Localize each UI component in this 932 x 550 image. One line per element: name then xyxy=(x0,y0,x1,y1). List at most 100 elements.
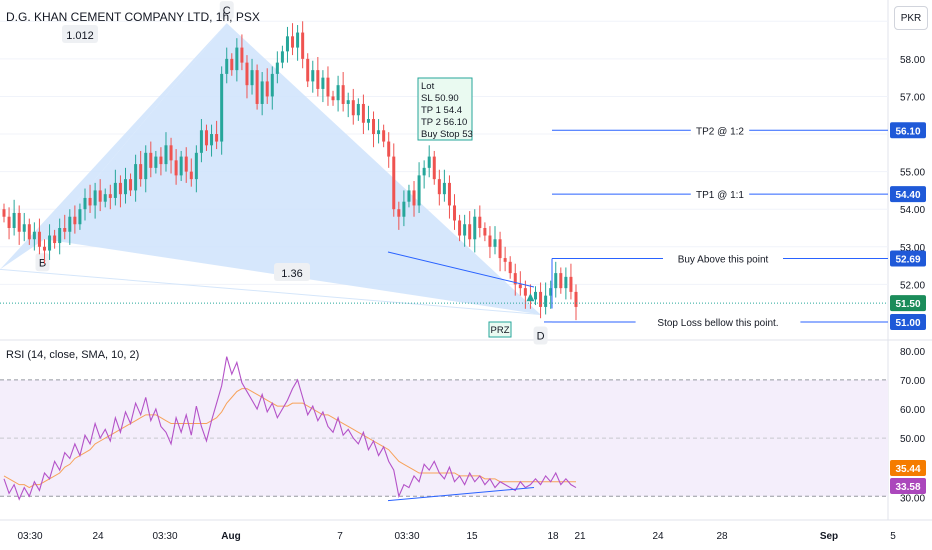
rsi-y-tick-label: 30.00 xyxy=(900,493,925,504)
candle-body xyxy=(164,145,168,165)
last-price-tag xyxy=(890,295,926,312)
level-label: Buy Above this point xyxy=(678,254,769,265)
candle-body xyxy=(22,224,26,232)
pattern-point-label-d: D xyxy=(537,330,545,342)
x-tick-label: 03:30 xyxy=(152,531,177,542)
rsi-y-tick-label: 50.00 xyxy=(900,434,925,445)
candle-body xyxy=(518,284,522,289)
candle-body xyxy=(331,96,335,101)
candle-body xyxy=(534,291,538,300)
candle-body xyxy=(382,130,386,142)
y-tick-label: 52.00 xyxy=(900,280,925,291)
rsi-y-tick-label: 60.00 xyxy=(900,405,925,416)
rsi-ma-tag xyxy=(890,460,926,476)
rsi-value: 33.58 xyxy=(895,482,920,493)
candle-body xyxy=(559,273,563,289)
candle-body xyxy=(422,167,426,176)
candle-body xyxy=(235,47,239,71)
candle-body xyxy=(417,175,421,206)
pattern-triangle-bcd xyxy=(44,23,541,315)
x-tick-label: 24 xyxy=(92,531,104,542)
candle-body xyxy=(194,152,198,180)
y-tick-label: 58.00 xyxy=(900,55,925,66)
level-label-bg xyxy=(690,186,750,203)
candle-body xyxy=(63,228,67,232)
last-price-label: 51.50 xyxy=(895,299,920,310)
x-tick-label: 18 xyxy=(547,531,559,542)
level-label-bg xyxy=(690,122,750,139)
candle-body xyxy=(473,216,477,240)
x-tick-label: 21 xyxy=(574,531,586,542)
ratio-label-box xyxy=(274,263,310,281)
candle-body xyxy=(554,273,558,289)
trade-box-line: TP 2 56.10 xyxy=(421,117,467,128)
candle-body xyxy=(78,209,82,225)
x-tick-label: 03:30 xyxy=(17,531,42,542)
candle-body xyxy=(346,100,350,104)
candle-body xyxy=(372,119,376,135)
price-divergence-line xyxy=(387,251,535,288)
candle-body xyxy=(321,77,325,89)
ratio-label-box xyxy=(62,25,98,43)
level-label: TP1 @ 1:1 xyxy=(696,190,744,201)
x-tick-label: 03:30 xyxy=(394,531,419,542)
candle-body xyxy=(139,164,143,180)
candle-body xyxy=(98,190,102,202)
trade-box-line: SL 50.90 xyxy=(421,93,459,104)
candle-body xyxy=(12,212,16,228)
candle-body xyxy=(42,246,46,251)
candle-body xyxy=(210,134,214,146)
candle-body xyxy=(73,216,77,225)
candle-body xyxy=(265,81,269,97)
candle-body xyxy=(498,239,502,259)
pattern-point-box xyxy=(219,1,234,20)
candle-body xyxy=(2,209,6,217)
prz-box xyxy=(488,321,512,338)
candle-body xyxy=(483,228,487,236)
ratio-label: 1.012 xyxy=(66,30,94,42)
candle-body xyxy=(341,85,345,104)
candle-body xyxy=(53,235,57,244)
level-label-bg xyxy=(635,313,801,330)
candle-body xyxy=(366,119,370,123)
candle-body xyxy=(17,212,21,232)
trade-box xyxy=(417,77,473,141)
candle-body xyxy=(245,62,249,86)
trade-box-line: Lot xyxy=(421,81,435,92)
candle-body xyxy=(549,288,553,296)
candle-body xyxy=(453,205,457,221)
candle-body xyxy=(488,235,492,247)
candle-body xyxy=(508,261,512,274)
price-tag-label: 56.10 xyxy=(895,126,920,137)
candle-body xyxy=(250,70,254,86)
rsi-y-tick-label: 70.00 xyxy=(900,376,925,387)
candle-body xyxy=(574,291,578,307)
rsi-divergence-line xyxy=(387,487,535,502)
candle-body xyxy=(356,103,360,116)
ratio-label: 1.36 xyxy=(281,268,302,280)
x-tick-label: Aug xyxy=(221,531,240,542)
candle-body xyxy=(280,51,284,63)
candle-body xyxy=(336,85,340,101)
x-tick-label: 15 xyxy=(466,531,478,542)
rsi-tag xyxy=(890,478,926,494)
candle-body xyxy=(539,291,543,307)
level-label: TP2 @ 1:2 xyxy=(696,126,744,137)
currency-button[interactable]: PKR xyxy=(894,6,928,30)
candle-body xyxy=(503,258,507,262)
candle-body xyxy=(108,194,112,198)
candle-body xyxy=(407,190,411,202)
candle-body xyxy=(463,224,467,236)
candle-body xyxy=(306,58,310,82)
candle-body xyxy=(316,70,320,89)
candle-body xyxy=(544,295,548,307)
candle-body xyxy=(437,179,441,195)
candle-body xyxy=(240,47,244,63)
pattern-point-label-c: C xyxy=(223,5,231,17)
candle-body xyxy=(144,152,148,180)
candle-body xyxy=(377,130,381,135)
candle-body xyxy=(270,73,274,97)
candle-body xyxy=(159,156,163,165)
candle-body xyxy=(564,276,568,289)
